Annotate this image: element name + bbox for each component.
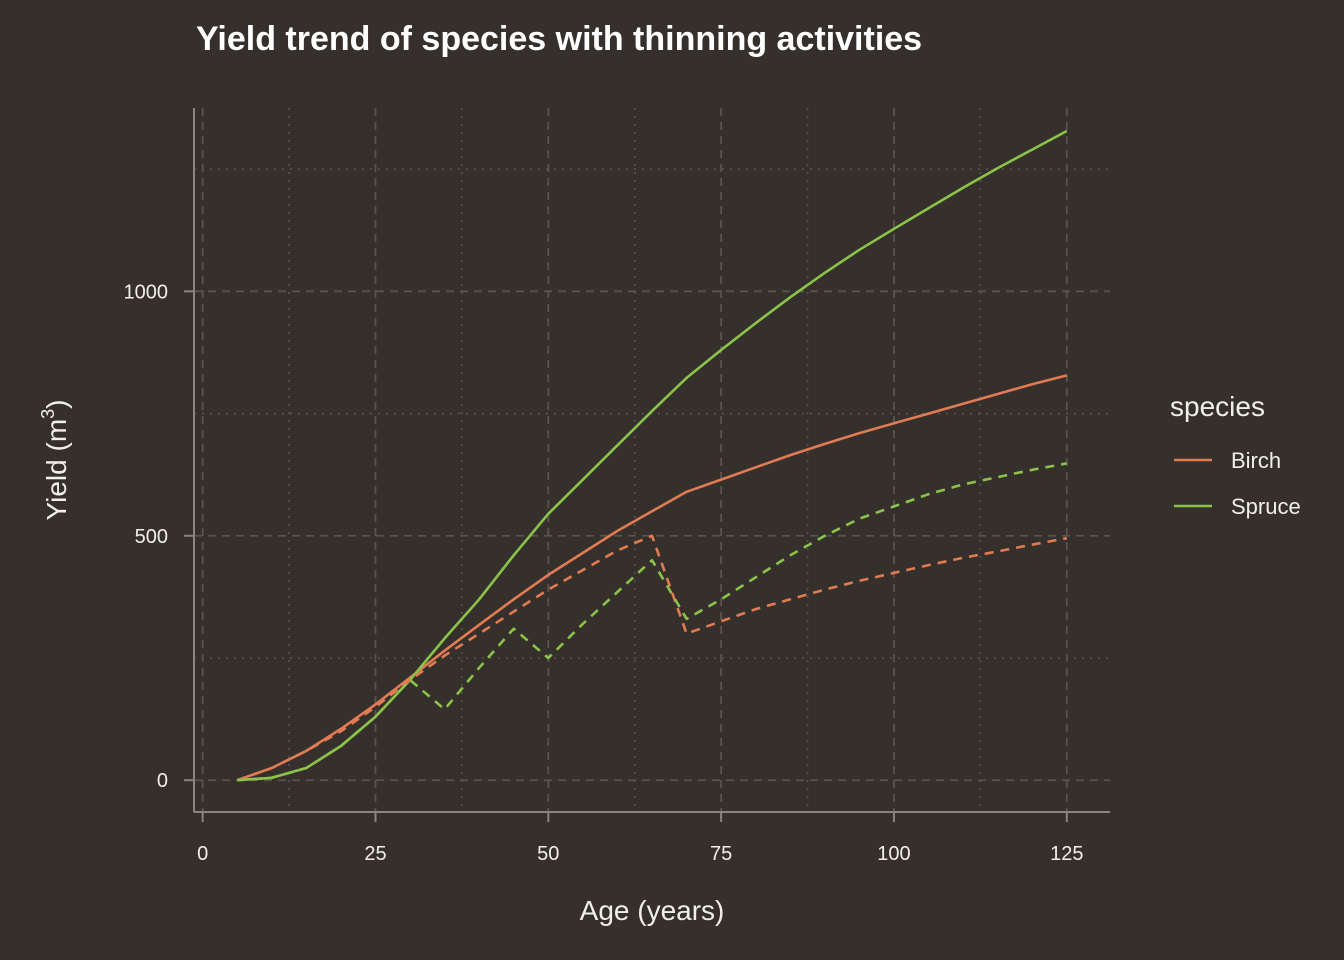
x-tick-label: 0	[197, 843, 208, 865]
series-line-birch-unthinned	[236, 374, 1068, 782]
legend-title: species	[1170, 391, 1265, 422]
x-tick-label: 100	[877, 843, 910, 865]
x-tick-label: 50	[537, 843, 559, 865]
series-line-birch-thinned	[236, 534, 1068, 782]
legend-items: Birch Spruce	[1174, 448, 1301, 519]
y-axis-title-main: Yield (m	[41, 419, 72, 521]
x-axis-title: Age (years)	[580, 895, 725, 926]
y-axis-title-end: )	[41, 400, 72, 409]
x-tick-label: 125	[1050, 843, 1083, 865]
axes: 0 25 50 75 100 125 0 500 1000	[124, 108, 1110, 865]
series-layer	[236, 129, 1068, 782]
legend: species Birch Spruce	[1170, 391, 1301, 519]
x-tick-label: 75	[710, 843, 732, 865]
series-line-spruce-unthinned	[237, 129, 1068, 782]
x-tick-label: 25	[364, 843, 386, 865]
y-axis-title: Yield (m3)	[38, 400, 72, 521]
series-line-spruce-thinned	[237, 462, 1068, 782]
chart-title: Yield trend of species with thinning act…	[196, 20, 922, 58]
legend-label-birch: Birch	[1231, 448, 1281, 473]
y-tick-label: 0	[157, 770, 168, 792]
y-tick-label: 1000	[124, 281, 169, 303]
y-tick-label: 500	[135, 526, 168, 548]
grid	[194, 108, 1110, 812]
y-axis-title-sup: 3	[38, 409, 58, 419]
legend-label-spruce: Spruce	[1231, 494, 1301, 519]
